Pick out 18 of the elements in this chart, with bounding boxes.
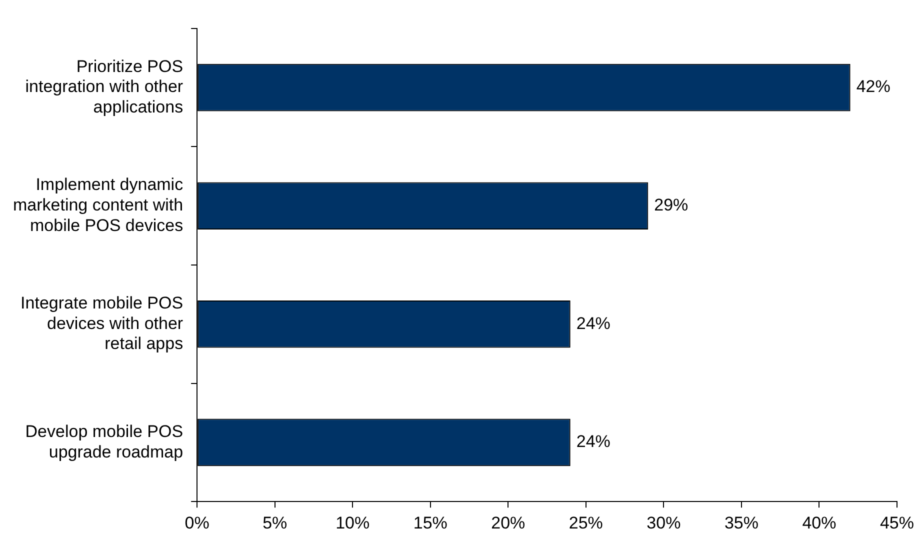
- y-tick-label: Develop mobile POS upgrade roadmap: [25, 422, 184, 462]
- x-tick-label: 40%: [802, 513, 836, 532]
- x-tick-label: 35%: [724, 513, 758, 532]
- y-tick-label: Prioritize POS integration with other applications: [25, 56, 184, 117]
- x-tick-label: 0%: [184, 513, 210, 532]
- x-tick-label: 45%: [880, 513, 914, 532]
- x-tick-label: 10%: [336, 513, 370, 532]
- y-tick-label: Implement dynamic marketing content with mobile POS devices: [12, 175, 184, 235]
- x-tick-label: 15%: [413, 513, 448, 532]
- y-tick-label: Integrate mobile POS devices with other retail apps: [20, 293, 184, 354]
- data-label: 24%: [576, 314, 610, 333]
- x-tick-label: 30%: [646, 513, 681, 532]
- data-label: 42%: [856, 77, 890, 96]
- x-tick-label: 20%: [491, 513, 526, 532]
- x-tick-label: 5%: [262, 513, 288, 532]
- data-label: 24%: [576, 432, 610, 452]
- data-label: 29%: [654, 196, 688, 215]
- x-tick-label: 25%: [568, 513, 603, 532]
